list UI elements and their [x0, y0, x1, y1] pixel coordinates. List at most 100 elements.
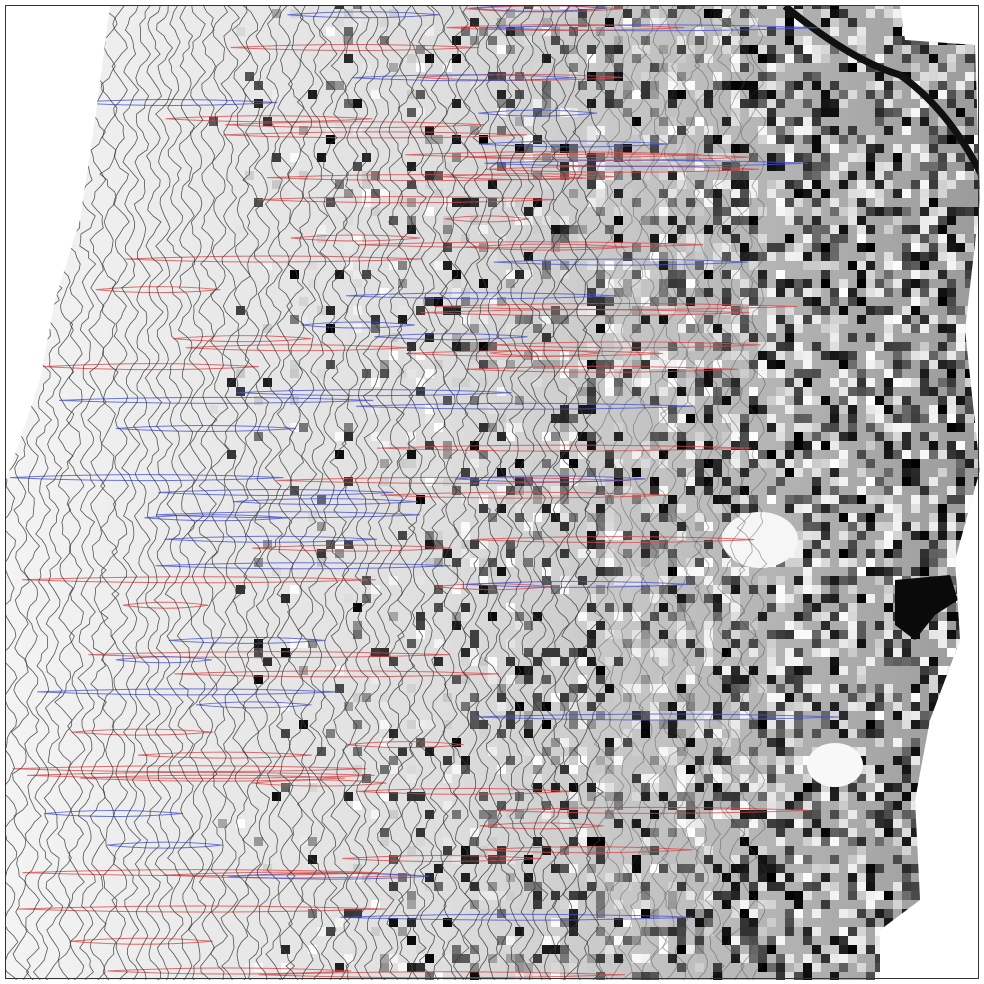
noise-cell — [803, 369, 812, 378]
noise-cell — [767, 720, 776, 729]
noise-cell — [686, 45, 695, 54]
noise-cell — [695, 837, 704, 846]
noise-cell — [641, 549, 650, 558]
noise-cell — [767, 675, 776, 684]
noise-cell — [821, 594, 830, 603]
noise-cell — [866, 135, 875, 144]
noise-cell — [920, 279, 929, 288]
noise-cell — [776, 684, 785, 693]
noise-cell — [659, 648, 668, 657]
noise-cell — [623, 288, 632, 297]
noise-cell — [389, 891, 398, 900]
noise-cell — [848, 927, 857, 936]
noise-cell — [794, 369, 803, 378]
noise-cell — [731, 702, 740, 711]
noise-cell — [344, 99, 353, 108]
noise-cell — [659, 387, 668, 396]
noise-cell — [848, 378, 857, 387]
noise-cell — [875, 909, 884, 918]
noise-cell — [857, 378, 866, 387]
noise-cell — [902, 414, 911, 423]
noise-cell — [767, 180, 776, 189]
noise-cell — [686, 891, 695, 900]
noise-cell — [884, 90, 893, 99]
noise-cell — [821, 243, 830, 252]
noise-cell — [722, 252, 731, 261]
noise-cell — [776, 576, 785, 585]
noise-cell — [785, 459, 794, 468]
noise-cell — [920, 252, 929, 261]
noise-cell — [803, 171, 812, 180]
noise-cell — [848, 333, 857, 342]
noise-cell — [839, 936, 848, 945]
noise-cell — [956, 81, 965, 90]
noise-cell — [695, 207, 704, 216]
noise-cell — [695, 864, 704, 873]
noise-cell — [884, 333, 893, 342]
noise-cell — [785, 18, 794, 27]
noise-cell — [407, 720, 416, 729]
noise-cell — [677, 945, 686, 954]
noise-cell — [479, 810, 488, 819]
noise-cell — [965, 171, 974, 180]
noise-cell — [326, 324, 335, 333]
noise-cell — [812, 342, 821, 351]
noise-cell — [686, 450, 695, 459]
noise-cell — [686, 117, 695, 126]
noise-cell — [875, 540, 884, 549]
noise-cell — [668, 810, 677, 819]
noise-cell — [938, 252, 947, 261]
noise-cell — [830, 684, 839, 693]
noise-cell — [731, 720, 740, 729]
noise-cell — [821, 423, 830, 432]
noise-cell — [803, 783, 812, 792]
noise-cell — [650, 297, 659, 306]
noise-cell — [641, 909, 650, 918]
noise-cell — [812, 135, 821, 144]
noise-cell — [767, 486, 776, 495]
noise-cell — [848, 216, 857, 225]
noise-cell — [704, 855, 713, 864]
noise-cell — [821, 711, 830, 720]
noise-cell — [767, 819, 776, 828]
noise-cell — [398, 927, 407, 936]
noise-cell — [668, 747, 677, 756]
noise-cell — [884, 9, 893, 18]
noise-cell — [722, 81, 731, 90]
noise-cell — [857, 909, 866, 918]
noise-cell — [479, 360, 488, 369]
noise-cell — [875, 864, 884, 873]
noise-cell — [524, 117, 533, 126]
noise-cell — [857, 621, 866, 630]
noise-cell — [938, 639, 947, 648]
noise-cell — [776, 819, 785, 828]
noise-cell — [587, 360, 596, 369]
noise-cell — [713, 9, 722, 18]
noise-cell — [740, 198, 749, 207]
noise-cell — [902, 828, 911, 837]
noise-cell — [353, 747, 362, 756]
noise-cell — [866, 459, 875, 468]
noise-cell — [857, 144, 866, 153]
noise-cell — [830, 594, 839, 603]
noise-cell — [776, 720, 785, 729]
noise-cell — [794, 378, 803, 387]
noise-cell — [695, 261, 704, 270]
noise-cell — [335, 918, 344, 927]
noise-cell — [902, 720, 911, 729]
noise-cell — [632, 576, 641, 585]
noise-cell — [830, 612, 839, 621]
noise-cell — [776, 747, 785, 756]
noise-cell — [839, 396, 848, 405]
noise-cell — [776, 459, 785, 468]
noise-cell — [299, 315, 308, 324]
noise-cell — [812, 54, 821, 63]
noise-cell — [569, 648, 578, 657]
noise-cell — [812, 819, 821, 828]
noise-cell — [893, 36, 902, 45]
noise-cell — [947, 297, 956, 306]
noise-cell — [533, 495, 542, 504]
noise-cell — [902, 117, 911, 126]
noise-cell — [650, 927, 659, 936]
noise-cell — [884, 162, 893, 171]
